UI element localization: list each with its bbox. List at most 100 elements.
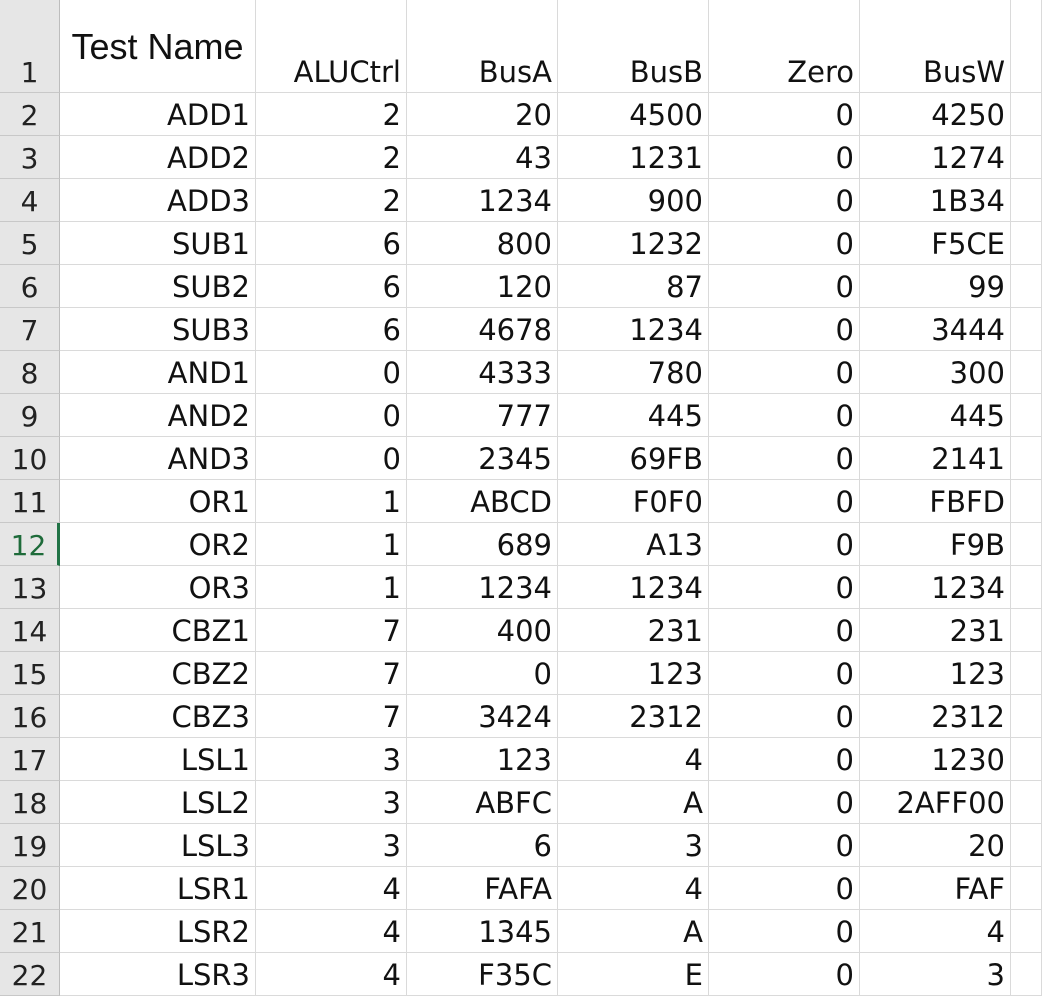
cell-zero[interactable]: 0	[709, 93, 860, 136]
cell-busa[interactable]: ABCD	[407, 480, 558, 523]
cell-busb[interactable]: A	[558, 781, 709, 824]
cell-busb[interactable]: 3	[558, 824, 709, 867]
cell-busa[interactable]: 1234	[407, 566, 558, 609]
cell-zero[interactable]: 0	[709, 136, 860, 179]
row-header[interactable]: 4	[0, 179, 60, 222]
cell-busb[interactable]: 4	[558, 738, 709, 781]
row-header[interactable]: 21	[0, 910, 60, 953]
cell-aluctrl[interactable]: 1	[256, 566, 407, 609]
cell-busb[interactable]: 2312	[558, 695, 709, 738]
cell-zero[interactable]: 0	[709, 437, 860, 480]
cell-busw[interactable]: 3444	[860, 308, 1011, 351]
cell-busa[interactable]: FAFA	[407, 867, 558, 910]
row-header[interactable]: 13	[0, 566, 60, 609]
empty-cell[interactable]	[1011, 824, 1042, 867]
cell-aluctrl[interactable]: 0	[256, 351, 407, 394]
cell-busw[interactable]: 2AFF00	[860, 781, 1011, 824]
cell-test-name[interactable]: LSR3	[60, 953, 256, 996]
cell-test-name[interactable]: AND1	[60, 351, 256, 394]
cell-zero[interactable]: 0	[709, 695, 860, 738]
empty-cell[interactable]	[1011, 0, 1042, 93]
cell-busa[interactable]: 777	[407, 394, 558, 437]
cell-busa[interactable]: 1234	[407, 179, 558, 222]
cell-zero[interactable]: 0	[709, 222, 860, 265]
cell-busa[interactable]: 400	[407, 609, 558, 652]
cell-busw[interactable]: 1230	[860, 738, 1011, 781]
cell-zero[interactable]: 0	[709, 910, 860, 953]
cell-busa[interactable]: 6	[407, 824, 558, 867]
cell-aluctrl[interactable]: 4	[256, 953, 407, 996]
cell-busw[interactable]: 2312	[860, 695, 1011, 738]
cell-zero[interactable]: 0	[709, 265, 860, 308]
row-header[interactable]: 22	[0, 953, 60, 996]
row-header[interactable]: 15	[0, 652, 60, 695]
cell-test-name[interactable]: ADD1	[60, 93, 256, 136]
row-header-1[interactable]: 1	[0, 0, 60, 93]
cell-test-name[interactable]: OR1	[60, 480, 256, 523]
row-header[interactable]: 3	[0, 136, 60, 179]
cell-zero[interactable]: 0	[709, 351, 860, 394]
cell-test-name[interactable]: CBZ3	[60, 695, 256, 738]
empty-cell[interactable]	[1011, 308, 1042, 351]
row-header[interactable]: 9	[0, 394, 60, 437]
cell-aluctrl[interactable]: 6	[256, 265, 407, 308]
cell-busw[interactable]: 99	[860, 265, 1011, 308]
row-header[interactable]: 10	[0, 437, 60, 480]
cell-zero[interactable]: 0	[709, 179, 860, 222]
cell-busw[interactable]: 445	[860, 394, 1011, 437]
cell-busb[interactable]: 1231	[558, 136, 709, 179]
row-header[interactable]: 2	[0, 93, 60, 136]
row-header[interactable]: 6	[0, 265, 60, 308]
cell-busa[interactable]: 800	[407, 222, 558, 265]
cell-test-name[interactable]: LSL2	[60, 781, 256, 824]
cell-busa[interactable]: 120	[407, 265, 558, 308]
cell-test-name[interactable]: CBZ2	[60, 652, 256, 695]
cell-aluctrl[interactable]: 2	[256, 93, 407, 136]
cell-busb[interactable]: A13	[558, 523, 709, 566]
cell-test-name[interactable]: SUB2	[60, 265, 256, 308]
cell-busa[interactable]: 20	[407, 93, 558, 136]
column-header-zero[interactable]: Zero	[709, 0, 860, 93]
cell-zero[interactable]: 0	[709, 824, 860, 867]
empty-cell[interactable]	[1011, 910, 1042, 953]
cell-busw[interactable]: FBFD	[860, 480, 1011, 523]
cell-test-name[interactable]: ADD2	[60, 136, 256, 179]
cell-zero[interactable]: 0	[709, 566, 860, 609]
empty-cell[interactable]	[1011, 523, 1042, 566]
cell-zero[interactable]: 0	[709, 781, 860, 824]
empty-cell[interactable]	[1011, 136, 1042, 179]
cell-busa[interactable]: 0	[407, 652, 558, 695]
cell-aluctrl[interactable]: 7	[256, 609, 407, 652]
cell-aluctrl[interactable]: 4	[256, 867, 407, 910]
cell-zero[interactable]: 0	[709, 308, 860, 351]
cell-test-name[interactable]: OR2	[60, 523, 256, 566]
column-header-busa[interactable]: BusA	[407, 0, 558, 93]
cell-test-name[interactable]: CBZ1	[60, 609, 256, 652]
cell-busb[interactable]: E	[558, 953, 709, 996]
cell-busb[interactable]: F0F0	[558, 480, 709, 523]
cell-zero[interactable]: 0	[709, 953, 860, 996]
column-header-busb[interactable]: BusB	[558, 0, 709, 93]
cell-busa[interactable]: 123	[407, 738, 558, 781]
cell-busa[interactable]: 4333	[407, 351, 558, 394]
empty-cell[interactable]	[1011, 93, 1042, 136]
cell-busw[interactable]: 4250	[860, 93, 1011, 136]
cell-zero[interactable]: 0	[709, 652, 860, 695]
cell-busa[interactable]: 43	[407, 136, 558, 179]
cell-busw[interactable]: FAF	[860, 867, 1011, 910]
empty-cell[interactable]	[1011, 566, 1042, 609]
row-header[interactable]: 18	[0, 781, 60, 824]
column-header-test-name[interactable]: Test Name	[60, 0, 256, 93]
cell-busb[interactable]: 900	[558, 179, 709, 222]
cell-busa[interactable]: ABFC	[407, 781, 558, 824]
cell-busb[interactable]: A	[558, 910, 709, 953]
cell-busw[interactable]: 1B34	[860, 179, 1011, 222]
cell-aluctrl[interactable]: 4	[256, 910, 407, 953]
column-header-aluctrl[interactable]: ALUCtrl	[256, 0, 407, 93]
cell-busw[interactable]: 300	[860, 351, 1011, 394]
empty-cell[interactable]	[1011, 867, 1042, 910]
cell-test-name[interactable]: LSL1	[60, 738, 256, 781]
cell-test-name[interactable]: AND2	[60, 394, 256, 437]
cell-busw[interactable]: 20	[860, 824, 1011, 867]
cell-aluctrl[interactable]: 6	[256, 308, 407, 351]
